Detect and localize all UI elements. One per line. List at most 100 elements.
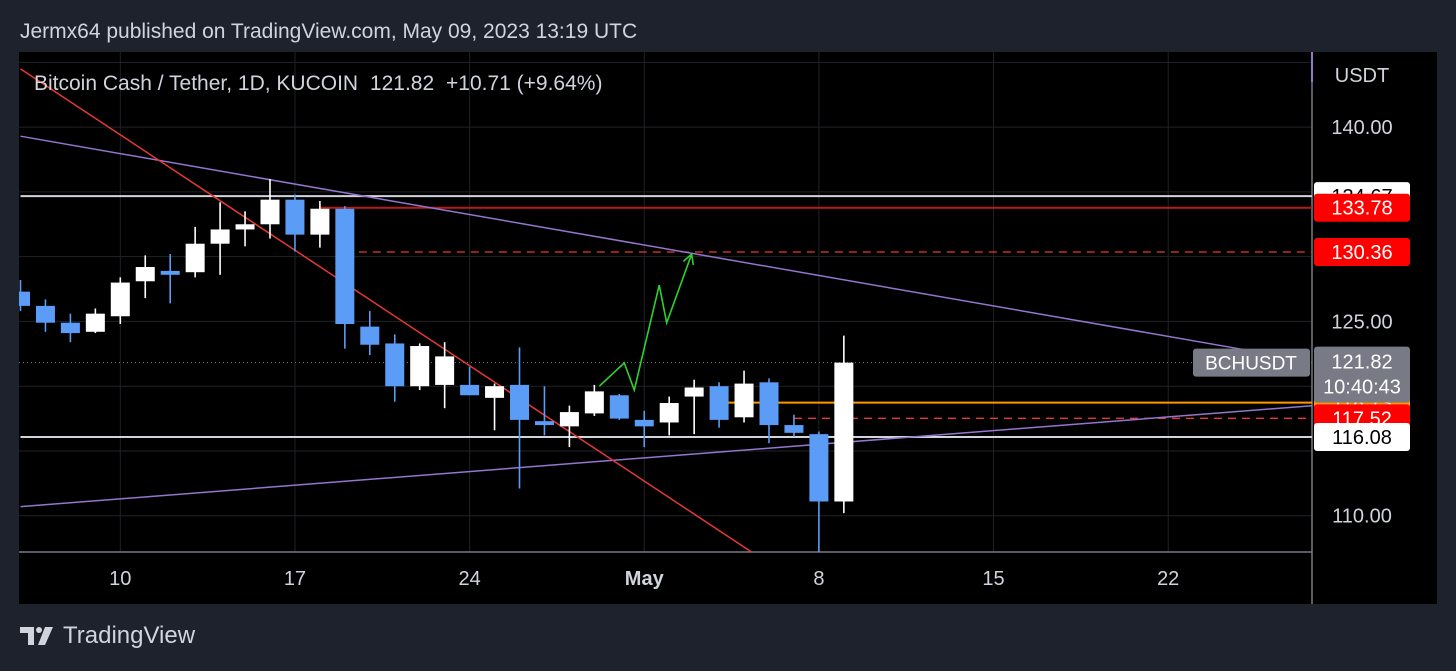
- candle: [659, 396, 679, 436]
- price-tag-label: 130.36: [1331, 242, 1392, 264]
- candle-body: [634, 419, 654, 427]
- candle-body: [260, 199, 280, 225]
- candle: [310, 200, 330, 248]
- candle-body: [609, 395, 629, 419]
- candle-body: [19, 291, 30, 306]
- candle: [784, 414, 804, 437]
- x-tick-label: 15: [982, 568, 1004, 590]
- candle: [285, 194, 305, 252]
- candle-body: [709, 386, 729, 420]
- candle-body: [435, 356, 455, 385]
- candle: [85, 308, 105, 334]
- x-tick-label: May: [625, 568, 665, 590]
- price-change: +10.71 (+9.64%): [446, 72, 603, 95]
- footer-brand[interactable]: TradingView: [19, 622, 195, 650]
- price-tag-box: [1314, 422, 1410, 451]
- y-tick-label: 140.00: [1331, 117, 1392, 139]
- x-tick-label: 17: [284, 568, 306, 590]
- candle: [684, 379, 704, 435]
- currency-label: USDT: [1335, 65, 1389, 87]
- candle-body: [210, 229, 230, 244]
- price-tag: 130.36: [1314, 238, 1410, 266]
- candle: [634, 410, 654, 448]
- candle: [385, 334, 405, 402]
- candle-body: [784, 425, 804, 433]
- candle: [235, 211, 255, 247]
- chart-panel[interactable]: 101724May81522USDT140.00125.00110.00134.…: [19, 52, 1437, 604]
- candle: [809, 431, 829, 552]
- candle: [60, 313, 80, 343]
- candle-body: [809, 434, 829, 502]
- candle: [160, 254, 180, 304]
- candle-body: [684, 387, 704, 397]
- symbol-legend: Bitcoin Cash / Tether, 1D, KUCOIN 121.82…: [34, 72, 608, 96]
- candle: [485, 383, 505, 431]
- candle-body: [160, 270, 180, 275]
- candle: [734, 370, 754, 423]
- candle-body: [734, 383, 754, 418]
- candle-body: [460, 384, 480, 396]
- candle: [110, 277, 130, 325]
- x-tick-label: 10: [109, 568, 131, 590]
- candle: [460, 366, 480, 396]
- candle-body: [385, 343, 405, 387]
- candle: [759, 378, 779, 444]
- candle-body: [335, 208, 355, 325]
- candle: [534, 386, 554, 436]
- price-tag: 116.08: [1314, 422, 1410, 451]
- candle: [335, 206, 355, 349]
- rising-purple-trendline: [20, 404, 1312, 508]
- x-tick-label: 22: [1157, 568, 1179, 590]
- candle: [260, 178, 280, 239]
- tradingview-logo-icon: [20, 627, 53, 645]
- footer-brand-label: TradingView: [63, 622, 196, 649]
- candle-body: [110, 282, 130, 317]
- price-tag: 133.78: [1314, 193, 1410, 222]
- candle-body: [834, 362, 854, 502]
- projection-arrow-head: [682, 252, 695, 266]
- publication-info: Jermx64 published on TradingView.com, Ma…: [20, 20, 638, 43]
- symbol-description: Bitcoin Cash / Tether, 1D, KUCOIN: [34, 72, 359, 95]
- last-price-tag-box: [1314, 346, 1410, 403]
- candle-body: [534, 421, 554, 426]
- candle: [135, 255, 155, 299]
- price-tag-label: 116.08: [1332, 427, 1392, 449]
- candle-body: [510, 384, 529, 420]
- price-tag-label: 133.78: [1331, 198, 1392, 220]
- candle: [510, 347, 529, 489]
- candle: [435, 342, 455, 409]
- candle-countdown-label: 10:40:43: [1323, 377, 1401, 399]
- candle: [185, 226, 205, 278]
- x-tick-label: 8: [813, 568, 824, 590]
- candle-body: [85, 313, 105, 332]
- x-tick-label: 24: [458, 568, 480, 590]
- candles: [19, 178, 854, 552]
- drawing-layer: [19, 68, 1312, 552]
- falling-purple-trendline: [20, 135, 1269, 355]
- candle-body: [35, 305, 55, 323]
- candle: [584, 384, 604, 416]
- last-price-tag-label: 121.82: [1331, 352, 1392, 374]
- price-tag-box: [1314, 238, 1410, 266]
- candle: [834, 335, 854, 514]
- candle-body: [659, 403, 679, 423]
- y-tick-label: 125.00: [1331, 311, 1392, 333]
- candle-body: [759, 382, 779, 426]
- candle-body: [285, 199, 305, 235]
- candle: [609, 393, 629, 420]
- candle-body: [410, 346, 430, 387]
- candle-body: [185, 243, 205, 273]
- projection-arrow: [598, 253, 693, 393]
- symbol-tag-box: [1193, 348, 1310, 377]
- candle: [410, 343, 430, 391]
- candle-body: [135, 267, 155, 282]
- candle: [559, 405, 579, 448]
- candle: [35, 299, 55, 332]
- candle: [210, 202, 230, 275]
- candle-body: [360, 326, 380, 345]
- falling-red-trendline: [20, 68, 752, 552]
- candlestick-chart[interactable]: 101724May81522USDT140.00125.00110.00134.…: [19, 52, 1437, 604]
- candle: [709, 382, 729, 428]
- grid-lines: [19, 52, 1312, 552]
- candle-body: [235, 224, 255, 230]
